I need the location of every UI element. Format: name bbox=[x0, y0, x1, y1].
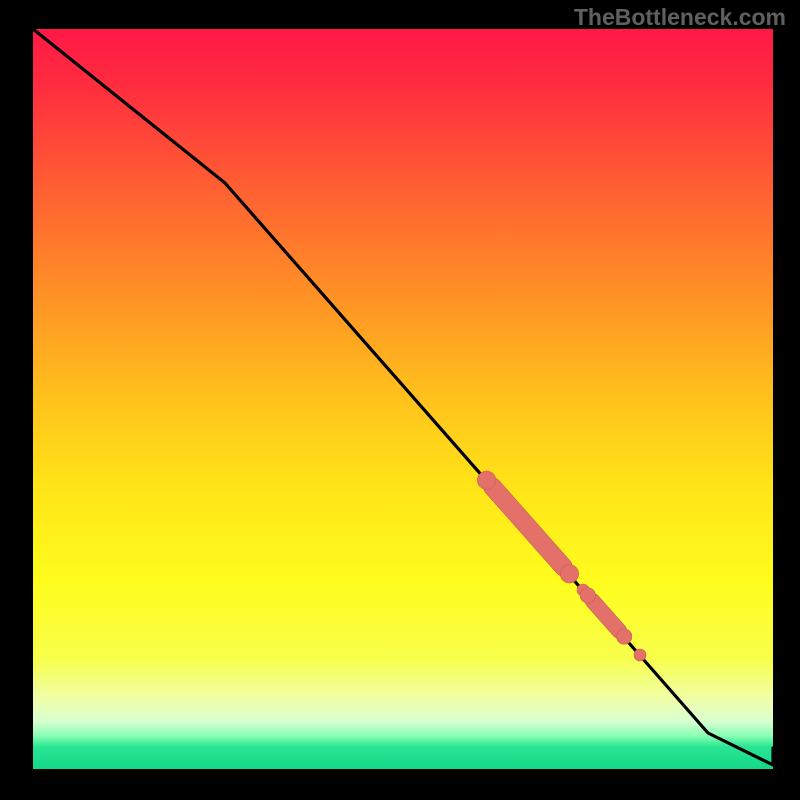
chart-stage: TheBottleneck.com bbox=[0, 0, 800, 800]
chart-svg bbox=[0, 0, 800, 800]
watermark-text: TheBottleneck.com bbox=[574, 4, 786, 31]
